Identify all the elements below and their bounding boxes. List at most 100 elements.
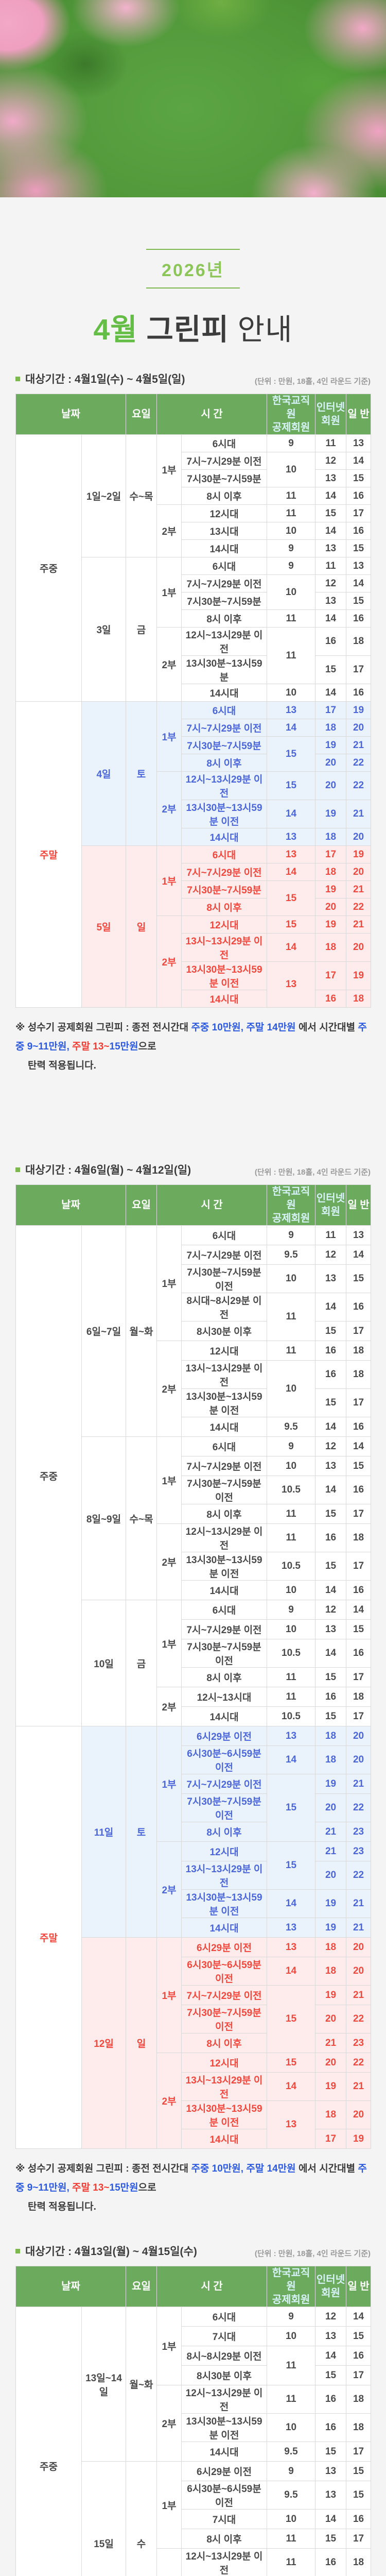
page-header: 2026년 4월 그린피 안내 [0,197,386,371]
internet-fee-cell: 18 [315,1937,347,1957]
fee-table: 날짜 요일 시 간 한국교직원 공제회원 인터넷 회원 일 반 주중 6일~7일 월~화 1부 6시대 9… [15,1184,372,2149]
part-cell: 1부 [156,557,182,628]
daytype-cell: 주중 [15,1225,82,1726]
fee-row: 13시30분~13시59분 이전 10 16 18 [16,2413,372,2442]
time-cell: 14시대 [181,2129,268,2149]
general-fee-cell: 22 [346,1861,372,1890]
divider [146,287,240,289]
member-fee-cell: 13 [267,1918,316,1938]
date-cell: 8일~9일 [81,1436,126,1600]
time-cell: 6시대 [181,701,268,719]
general-fee-cell: 20 [346,828,372,846]
general-fee-cell: 18 [346,2548,372,2576]
internet-fee-cell: 19 [315,736,347,754]
general-fee-cell: 16 [346,609,372,628]
part-cell: 2부 [156,2548,182,2576]
unit-note: (단위 : 만원, 18홀, 4인 라운드 기준) [254,377,371,386]
fee-row: 7시~7시29분 이전 14 18 20 [16,719,372,737]
member-fee-cell: 13 [267,828,316,846]
member-fee-cell: 15 [267,1841,316,1890]
time-cell: 8시대~8시29분 이전 [181,1293,268,1321]
time-cell: 7시대 [181,2326,268,2346]
period-label: 대상기간 : 4월13일(월) ~ 4월15일(수) [15,2243,197,2259]
table-notes: ※ 성수기 공제회원 그린피 : 종전 전시간대 주중 10만원, 주말 14만… [15,1018,371,1075]
general-fee-cell: 13 [346,557,372,575]
fee-row: 14시대 10 14 16 [16,684,372,702]
date-cell: 1일~2일 [81,434,126,557]
member-fee-cell: 9.5 [267,1417,316,1437]
period-header: 대상기간 : 4월6일(월) ~ 4월12일(일) (단위 : 만원, 18홀, … [15,1162,371,1177]
fee-row: 14시대 17 19 [16,2129,372,2149]
internet-fee-cell: 17 [315,845,347,863]
member-fee-cell: 11 [267,1293,316,1341]
general-fee-cell: 17 [346,2442,372,2462]
general-fee-cell: 17 [346,504,372,522]
general-fee-cell: 14 [346,1436,372,1456]
column-header: 요일 [126,1184,157,1226]
general-fee-cell: 19 [346,701,372,719]
column-header: 한국교직원 공제회원 [267,2266,316,2307]
time-cell: 7시30분~7시59분 [181,469,268,487]
general-fee-cell: 23 [346,1822,372,1842]
column-header: 시 간 [156,1184,268,1226]
member-fee-cell: 15 [267,2053,316,2073]
fee-row: 13시~13시29분 이전 14 19 21 [16,2072,372,2101]
internet-fee-cell: 15 [315,1321,347,1341]
internet-fee-cell: 12 [315,1600,347,1620]
member-fee-cell: 10 [267,2413,316,2442]
member-fee-cell: 13 [267,1726,316,1746]
fee-table-head: 날짜 요일 시 간 한국교직원 공제회원 인터넷 회원 일 반 [15,2266,372,2307]
dow-cell: 수 [126,2461,157,2576]
internet-fee-cell: 19 [315,1918,347,1938]
text-segment: 으로 [138,1041,156,1052]
general-fee-cell: 18 [346,1523,372,1552]
time-cell: 6시29분 이전 [181,2461,268,2481]
time-cell: 13시30분~13시59분 이전 [181,1388,268,1417]
general-fee-cell: 21 [346,916,372,934]
general-fee-cell: 21 [346,1889,372,1918]
time-cell: 7시~7시29분 이전 [181,452,268,470]
general-fee-cell: 17 [346,1321,372,1341]
member-fee-cell: 10 [267,684,316,702]
fee-row: 15일 수 1부 6시29분 이전 9 13 15 [16,2461,372,2576]
fee-row: 2부 12시대 11 16 18 [16,1341,372,1437]
fee-row: 13시30분~13시59분 이전 13 17 19 [16,961,372,1008]
member-fee-cell: 15 [267,771,316,800]
general-fee-cell: 17 [346,1552,372,1581]
member-fee-cell: 11 [267,2529,316,2549]
internet-fee-cell: 14 [315,1580,347,1600]
time-cell: 8시~8시29분 이전 [181,2346,268,2366]
fee-row: 주말 4일 토 1부 6시대 13 17 19 [15,701,372,1008]
time-cell: 12시~13시29분 이전 [181,2385,268,2414]
fee-row: 14시대 13 19 21 [16,1918,372,1938]
member-fee-cell: 11 [267,1667,316,1687]
fee-row: 7시~7시29분 이전 14 18 20 [16,863,372,881]
general-fee-cell: 20 [346,1745,372,1774]
member-fee-cell: 10 [267,574,316,610]
time-cell: 7시~7시29분 이전 [181,719,268,737]
internet-fee-cell: 18 [315,828,347,846]
dow-cell: 일 [126,1937,157,2149]
fee-row: 2부 12시대 15 20 22 [16,2053,372,2149]
fee-row: 주중 1일~2일 수~목 1부 6시대 9 11 13 [15,434,372,702]
internet-fee-cell: 20 [315,2005,347,2033]
internet-fee-cell: 13 [315,1619,347,1639]
time-cell: 13시~13시29분 이전 [181,1360,268,1389]
date-cell: 12일 [81,1937,126,2149]
time-cell: 8시 이후 [181,2033,268,2053]
text-segment: 탄력 적용됩니다. [28,2201,96,2212]
member-fee-cell: 14 [267,863,316,881]
internet-fee-cell: 15 [315,2442,347,2462]
internet-fee-cell: 11 [315,557,347,575]
fee-row: 13시~13시29분 이전 10 16 18 [16,1360,372,1417]
dow-cell: 일 [126,845,157,1008]
general-fee-cell: 20 [346,1726,372,1746]
general-fee-cell: 21 [346,1985,372,2005]
time-cell: 7시30분~7시59분 이전 [181,1476,268,1504]
part-cell: 1부 [156,1937,182,2053]
time-cell: 14시대 [181,1706,268,1726]
column-header: 요일 [126,394,157,435]
column-header: 인터넷 회원 [315,2266,347,2307]
